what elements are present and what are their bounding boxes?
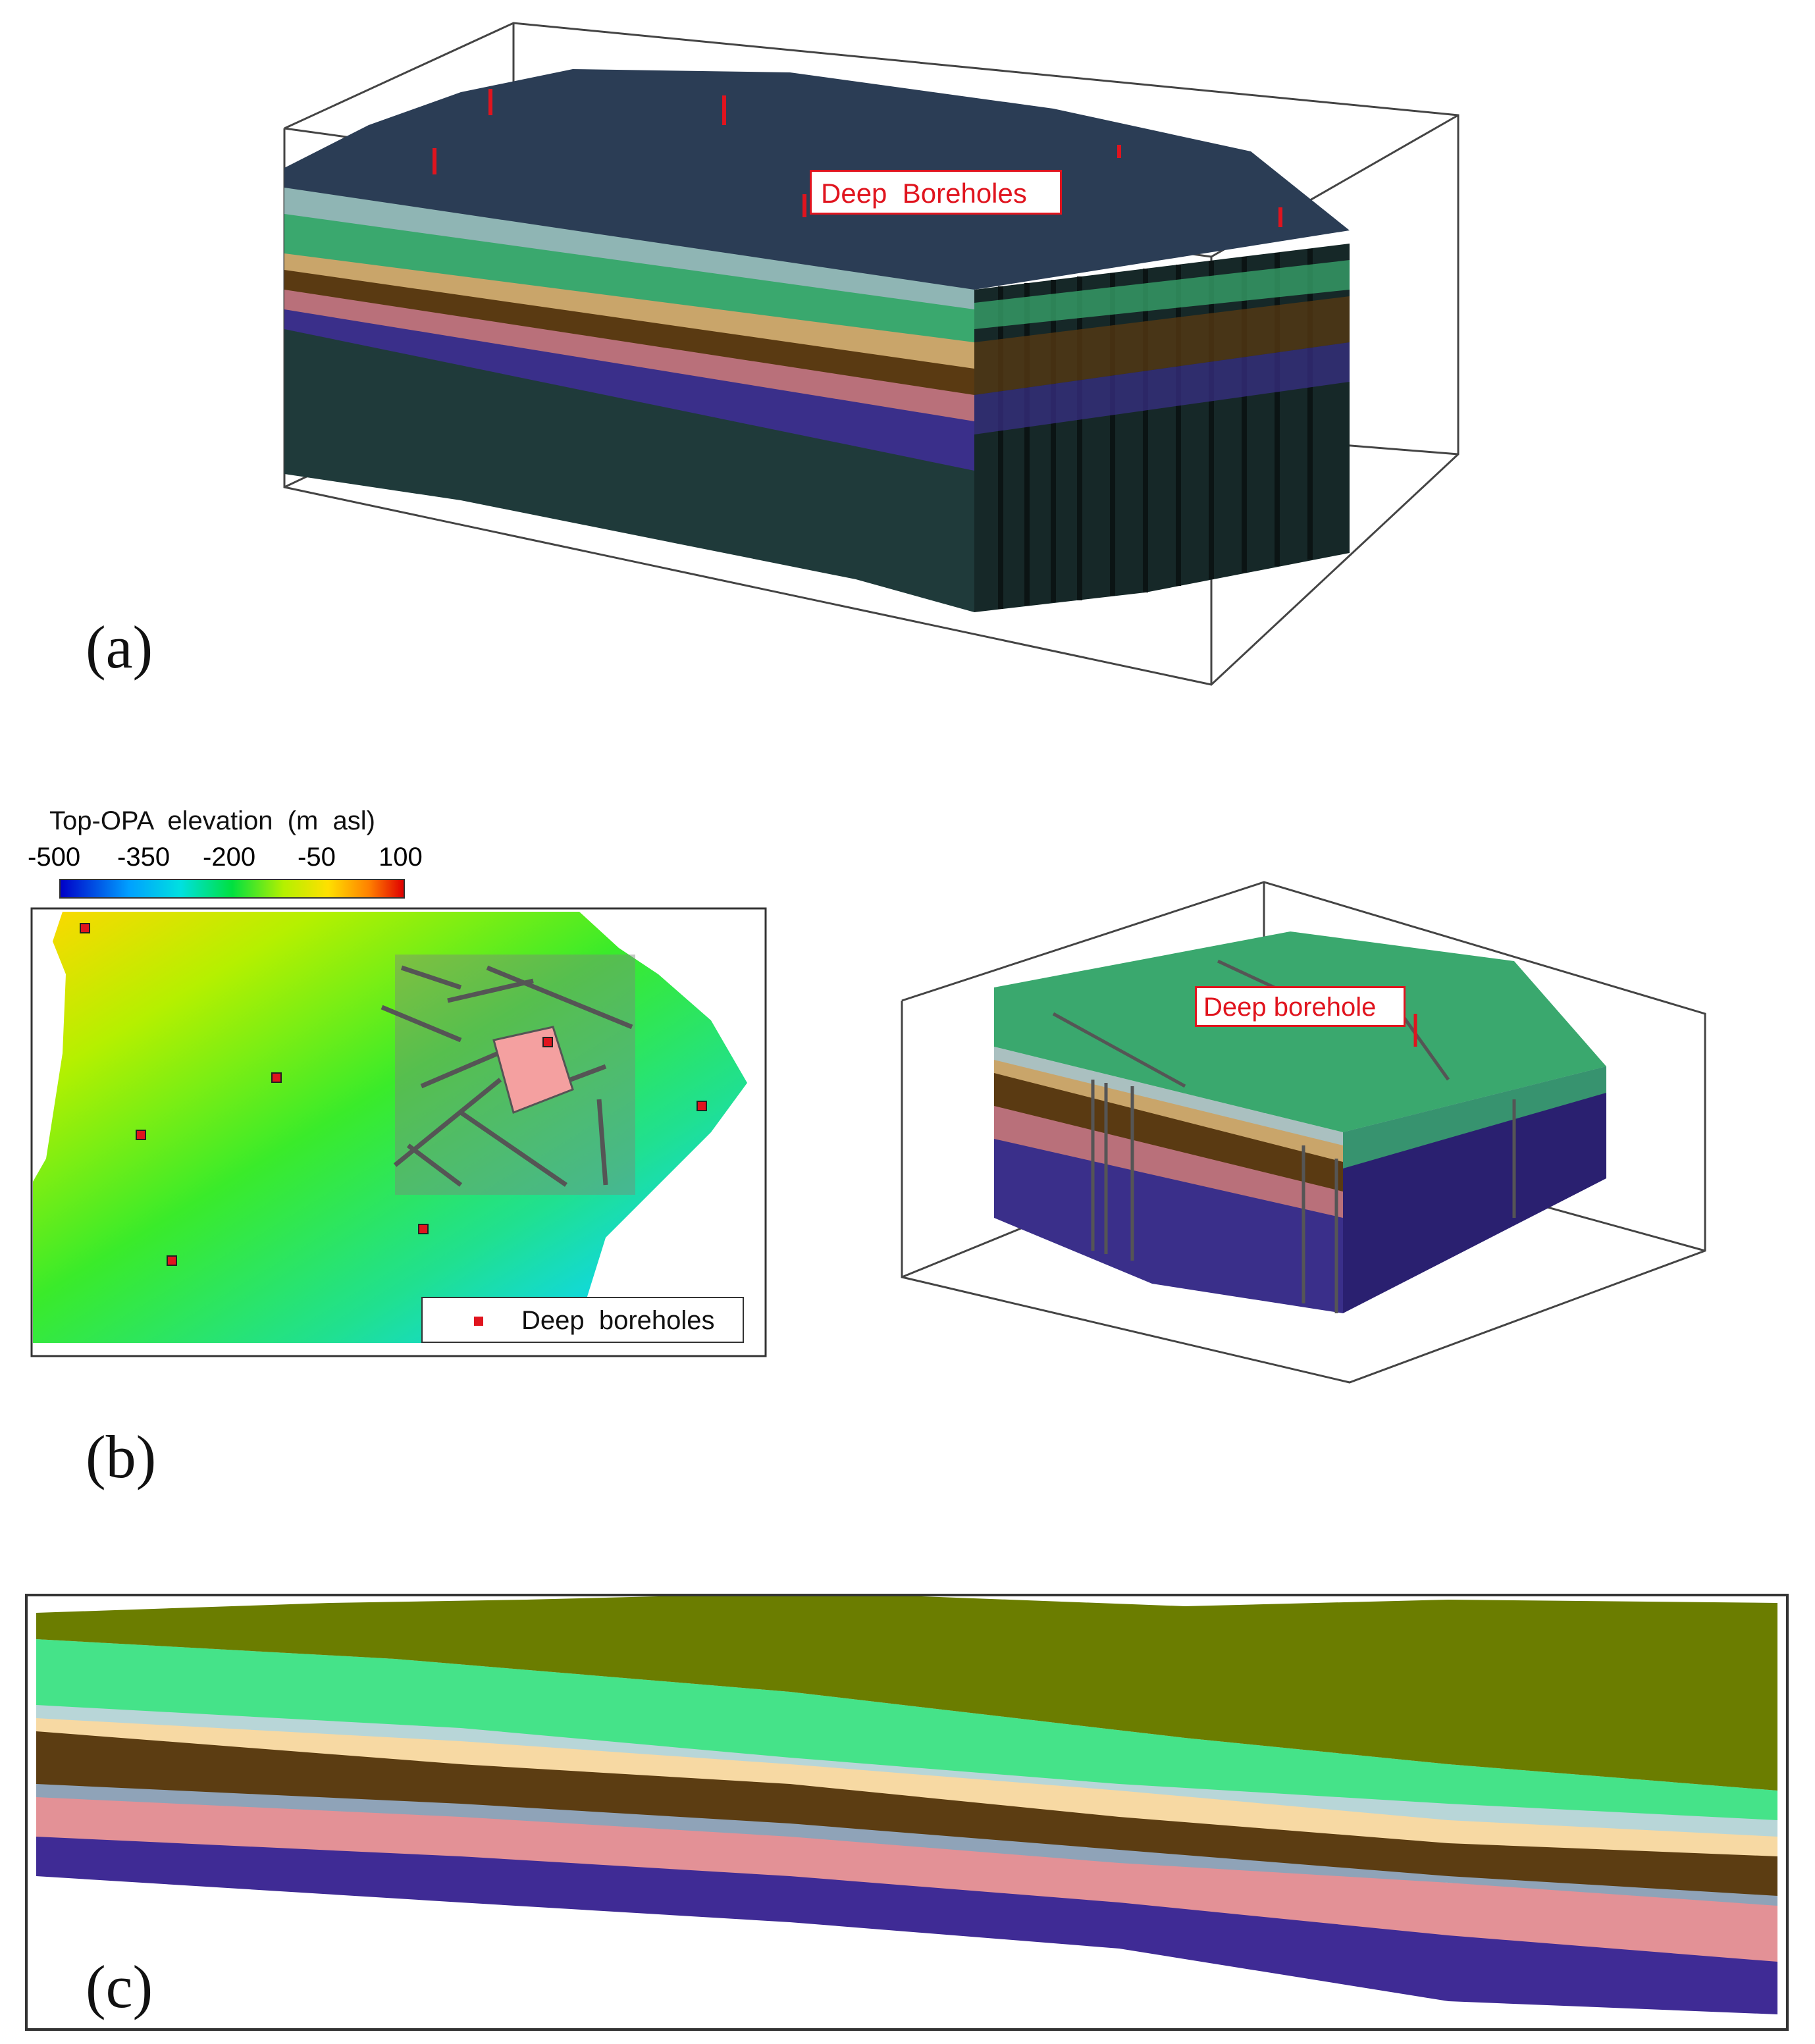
deep-boreholes-callout: Deep Boreholes	[810, 170, 1062, 215]
colorbar	[59, 879, 405, 899]
deep-borehole-callout: Deep borehole	[1195, 986, 1406, 1027]
colorbar-tick-0: -500	[28, 843, 81, 872]
borehole-markers	[433, 89, 1282, 227]
top-opa-map	[30, 881, 1706, 1384]
cross-section	[25, 1594, 1789, 2031]
panel-a-label: (a)	[86, 614, 153, 681]
colorbar-tick-2: -200	[203, 843, 256, 872]
panel-c-label: (c)	[86, 1953, 153, 2020]
panel-c: (c)	[0, 1593, 1815, 2044]
legend-box: Deep boreholes	[421, 1297, 744, 1343]
deep-boreholes-label: Deep Boreholes	[821, 178, 1027, 209]
borehole-squares	[80, 923, 707, 1266]
panel-a: Deep Boreholes (a)	[0, 0, 1815, 724]
colorbar-tick-1: -350	[117, 843, 171, 872]
legend-marker	[474, 1317, 483, 1326]
colorbar-tick-3: -50	[298, 843, 336, 872]
colorbar-title: Top-OPA elevation (m asl)	[49, 806, 375, 835]
panel-a-3d-block	[283, 22, 1460, 686]
deep-borehole-label: Deep borehole	[1203, 993, 1377, 1022]
colorbar-tick-4: 100	[379, 843, 423, 872]
panel-b-label: (b)	[86, 1423, 157, 1490]
legend-label: Deep boreholes	[521, 1306, 715, 1335]
panel-b: Top-OPA elevation (m asl) -500 -350 -200…	[0, 790, 1815, 1547]
